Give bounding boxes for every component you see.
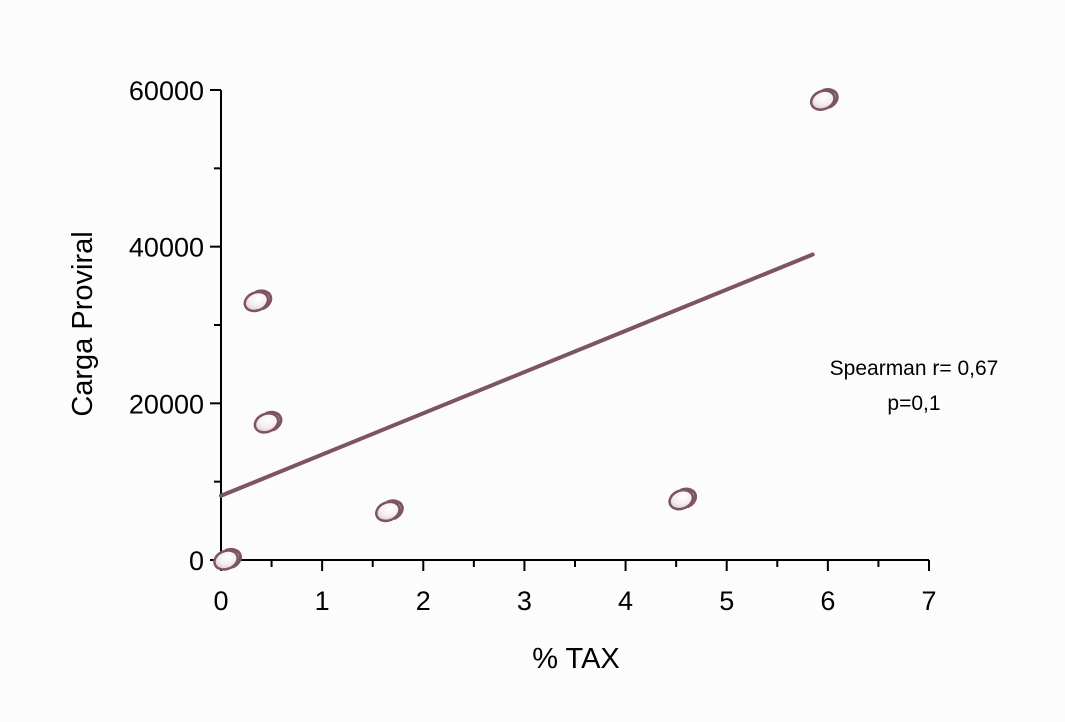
p-value-annotation: p=0,1 bbox=[887, 392, 940, 415]
x-axis-ticks: 0 1 2 3 4 5 6 7 bbox=[213, 560, 937, 616]
data-point-marker bbox=[375, 500, 401, 523]
data-point-marker bbox=[668, 488, 695, 511]
data-point-marker bbox=[253, 412, 280, 434]
y-tick-label: 40000 bbox=[129, 233, 204, 263]
data-point-marker bbox=[213, 549, 239, 571]
data-point bbox=[809, 88, 839, 111]
data-point bbox=[243, 289, 273, 313]
x-tick-label: 3 bbox=[517, 586, 532, 616]
data-point-shadow bbox=[386, 499, 404, 521]
data-point-shadow bbox=[255, 289, 273, 311]
x-tick-label: 6 bbox=[820, 586, 835, 616]
trendline bbox=[219, 252, 815, 498]
x-tick-label: 1 bbox=[315, 586, 330, 616]
x-axis-title: % TAX bbox=[532, 643, 620, 675]
x-tick-label: 4 bbox=[618, 586, 633, 616]
data-point-shadow bbox=[680, 487, 698, 509]
data-point-shadow bbox=[224, 547, 242, 569]
y-tick-label: 0 bbox=[189, 546, 204, 576]
axes bbox=[220, 90, 929, 561]
x-tick-label: 2 bbox=[416, 586, 431, 616]
data-point-marker bbox=[243, 290, 270, 313]
y-axis-ticks: 0 20000 40000 60000 bbox=[129, 76, 221, 576]
x-tick-label: 7 bbox=[921, 586, 936, 616]
data-point bbox=[253, 410, 283, 434]
data-points bbox=[213, 88, 839, 571]
data-point-shadow bbox=[821, 88, 839, 109]
spearman-annotation: Spearman r= 0,67 bbox=[830, 357, 999, 380]
y-axis-title: Carga Proviral bbox=[67, 231, 99, 416]
y-tick-label: 20000 bbox=[129, 389, 204, 419]
data-point bbox=[668, 487, 698, 511]
data-point bbox=[213, 547, 242, 571]
data-point-shadow bbox=[265, 410, 283, 432]
x-tick-label: 5 bbox=[719, 586, 734, 616]
y-tick-label: 60000 bbox=[129, 76, 204, 106]
x-tick-label: 0 bbox=[213, 586, 228, 616]
trendline-group bbox=[219, 252, 815, 498]
data-point-marker bbox=[809, 89, 836, 111]
data-point bbox=[375, 499, 404, 523]
